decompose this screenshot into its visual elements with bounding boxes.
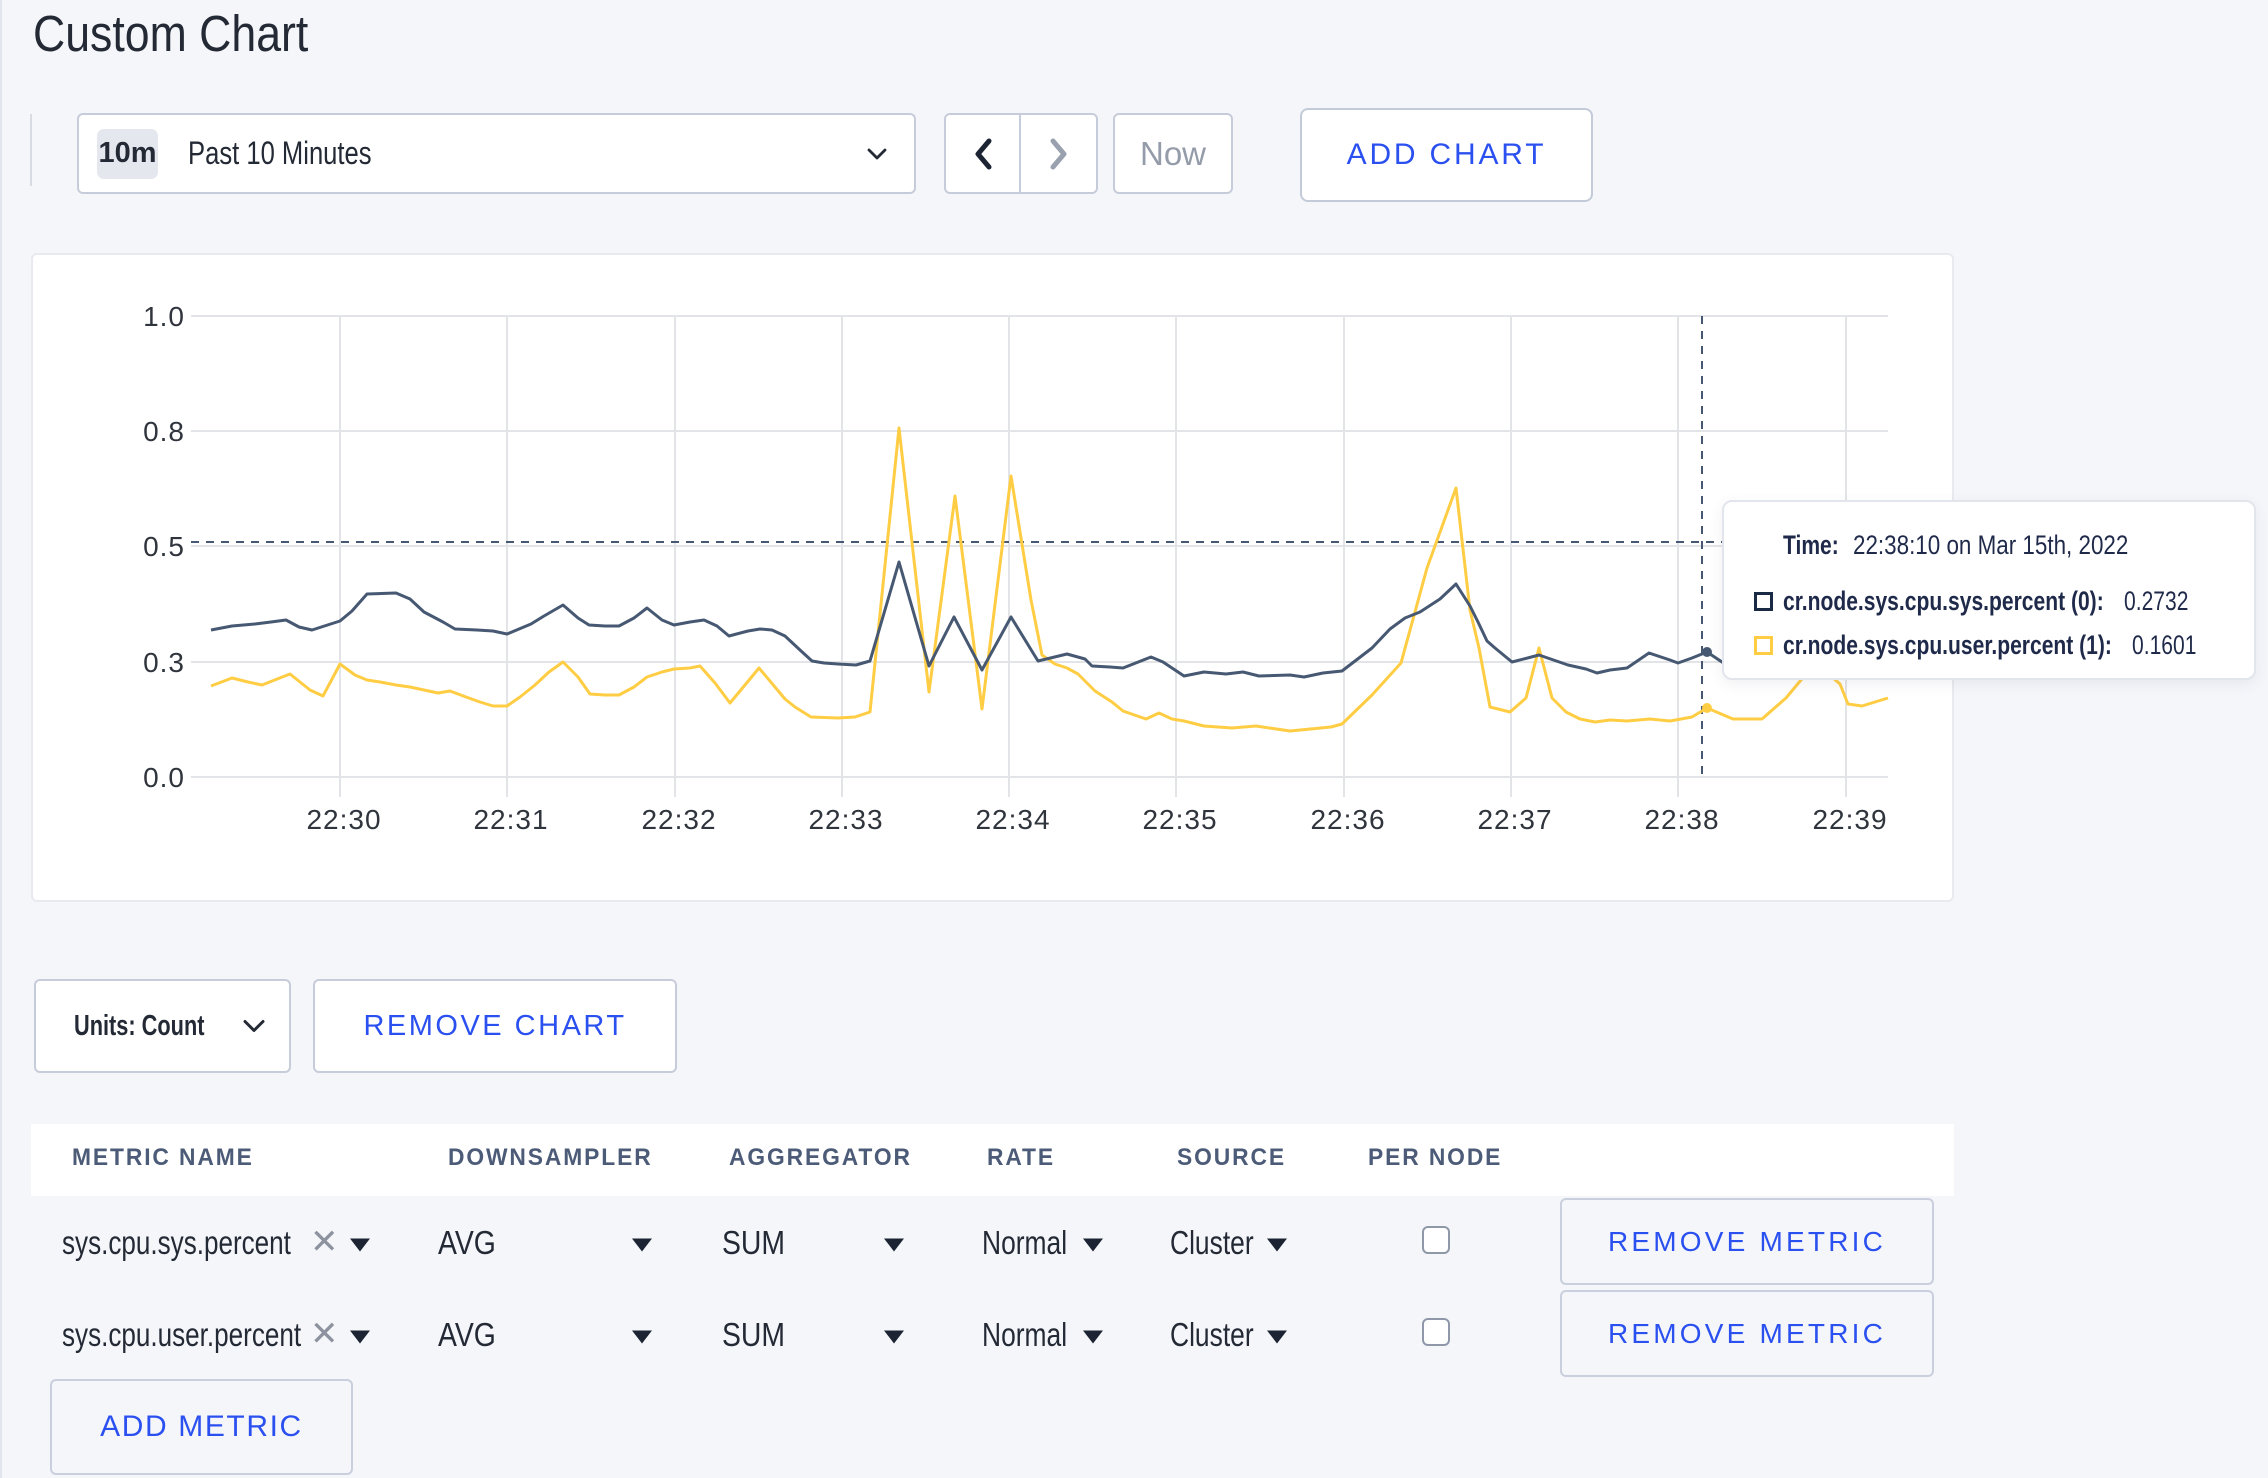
svg-text:22:38: 22:38 bbox=[1644, 804, 1719, 835]
svg-text:22:30: 22:30 bbox=[306, 804, 381, 835]
svg-text:1.0: 1.0 bbox=[143, 301, 185, 332]
svg-text:22:36: 22:36 bbox=[1310, 804, 1385, 835]
svg-text:0.0: 0.0 bbox=[143, 762, 185, 793]
svg-text:0.3: 0.3 bbox=[143, 647, 185, 678]
svg-text:22:31: 22:31 bbox=[473, 804, 548, 835]
svg-text:22:33: 22:33 bbox=[808, 804, 883, 835]
svg-text:22:32: 22:32 bbox=[641, 804, 716, 835]
svg-text:0.8: 0.8 bbox=[143, 416, 185, 447]
svg-text:22:34: 22:34 bbox=[975, 804, 1050, 835]
svg-text:22:37: 22:37 bbox=[1477, 804, 1552, 835]
svg-text:0.5: 0.5 bbox=[143, 531, 185, 562]
svg-text:22:39: 22:39 bbox=[1812, 804, 1887, 835]
svg-text:22:35: 22:35 bbox=[1142, 804, 1217, 835]
